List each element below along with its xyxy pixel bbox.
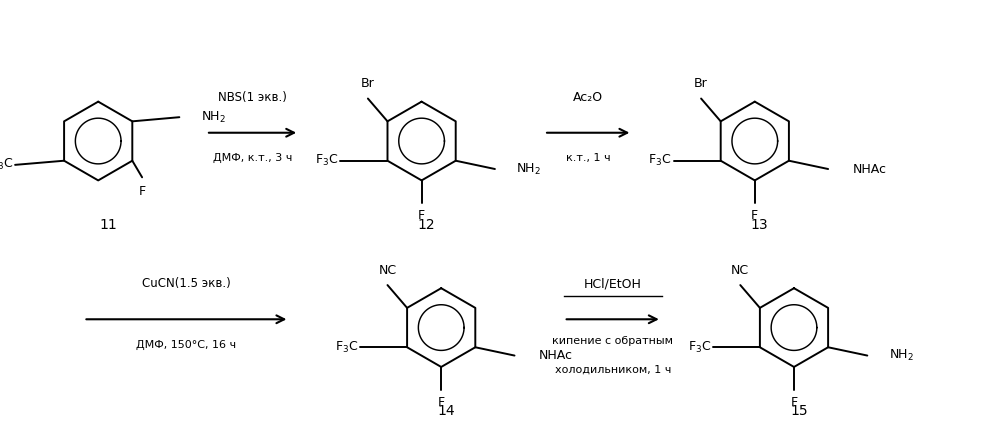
Text: NH$_2$: NH$_2$ bbox=[201, 110, 226, 125]
Text: F: F bbox=[139, 185, 146, 198]
Text: Br: Br bbox=[694, 77, 708, 90]
Text: F: F bbox=[418, 209, 425, 222]
Text: F$_3$C: F$_3$C bbox=[688, 340, 711, 355]
Text: 15: 15 bbox=[790, 404, 808, 418]
Text: NH$_2$: NH$_2$ bbox=[889, 348, 914, 363]
Text: F$_3$C: F$_3$C bbox=[0, 157, 13, 173]
Text: NH$_2$: NH$_2$ bbox=[516, 162, 541, 176]
Text: ДМФ, к.т., 3 ч: ДМФ, к.т., 3 ч bbox=[213, 154, 292, 164]
Text: кипение с обратным: кипение с обратным bbox=[552, 336, 673, 346]
Text: NHAc: NHAc bbox=[539, 349, 573, 362]
Text: 12: 12 bbox=[418, 218, 435, 232]
Text: 14: 14 bbox=[437, 404, 455, 418]
Text: холодильником, 1 ч: холодильником, 1 ч bbox=[555, 365, 671, 375]
Text: 11: 11 bbox=[99, 218, 117, 232]
Text: NC: NC bbox=[731, 264, 749, 277]
Text: F$_3$C: F$_3$C bbox=[315, 153, 338, 168]
Text: NC: NC bbox=[378, 264, 397, 277]
Text: F$_3$C: F$_3$C bbox=[648, 153, 672, 168]
Text: CuCN(1.5 экв.): CuCN(1.5 экв.) bbox=[142, 277, 231, 290]
Text: Br: Br bbox=[361, 77, 375, 90]
Text: Ac₂O: Ac₂O bbox=[573, 91, 603, 104]
Text: F: F bbox=[751, 209, 758, 222]
Text: F: F bbox=[438, 396, 445, 409]
Text: NBS(1 экв.): NBS(1 экв.) bbox=[218, 91, 287, 104]
Text: HCl/EtOH: HCl/EtOH bbox=[584, 277, 642, 290]
Text: 13: 13 bbox=[751, 218, 769, 232]
Text: F: F bbox=[790, 396, 798, 409]
Text: ДМФ, 150°C, 16 ч: ДМФ, 150°C, 16 ч bbox=[136, 340, 236, 350]
Text: NHAc: NHAc bbox=[853, 162, 887, 176]
Text: F$_3$C: F$_3$C bbox=[335, 340, 358, 355]
Text: к.т., 1 ч: к.т., 1 ч bbox=[566, 154, 611, 163]
